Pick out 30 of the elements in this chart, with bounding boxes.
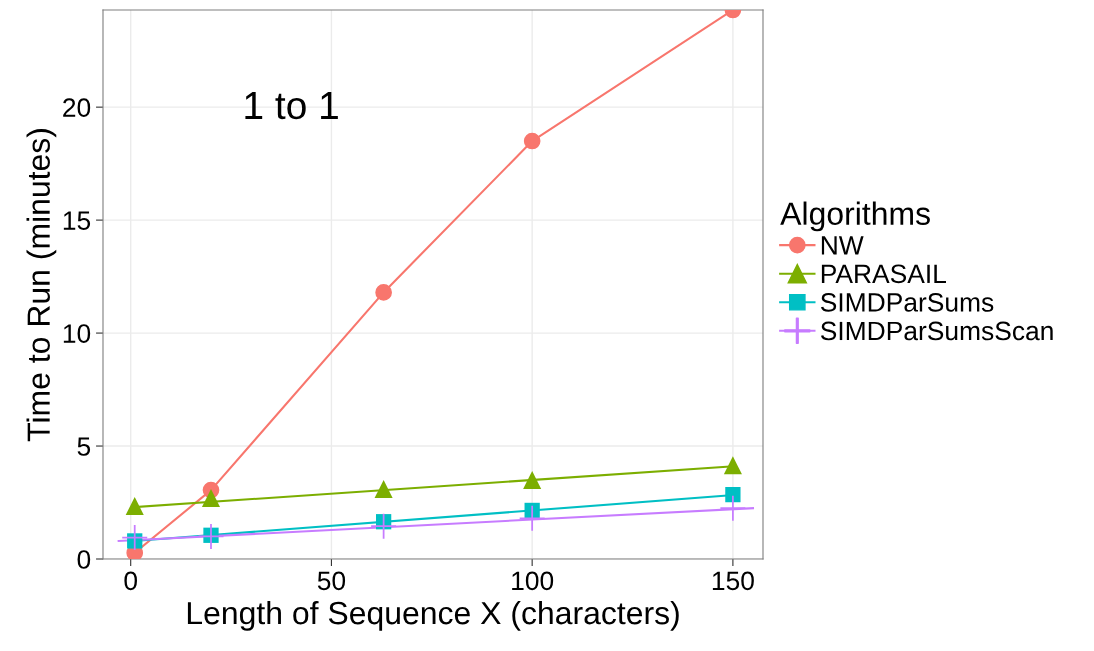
point [523, 470, 542, 489]
y-tick-label: 15 [63, 211, 91, 230]
y-tick-label: 20 [63, 98, 91, 117]
point [198, 523, 224, 549]
x-axis-title: Length of Sequence X (characters) [187, 600, 679, 631]
x-tick-label: 100 [512, 571, 554, 591]
y-tick-label: 10 [63, 324, 91, 343]
legend-title: Algorithms [780, 201, 930, 232]
point [374, 479, 393, 498]
annotation: 1 to 1 [245, 92, 338, 120]
legend-label: SIMDParSums [820, 293, 994, 312]
y-tick-label: 5 [77, 437, 91, 456]
point [519, 505, 545, 531]
legend-label: SIMDParSumsScan [820, 321, 1053, 341]
point [125, 496, 144, 515]
point [725, 486, 741, 503]
x-tick-label: 150 [712, 571, 754, 591]
point [523, 132, 541, 150]
point [375, 284, 392, 301]
point [122, 525, 148, 551]
legend-label: PARASAIL [821, 264, 946, 284]
legend-label: NW [821, 236, 864, 255]
point [723, 456, 742, 475]
x-tick-label: 0 [124, 571, 138, 591]
y-tick-label: 0 [77, 550, 91, 569]
y-axis-title: Time to Run (minutes) [26, 129, 57, 442]
point [720, 495, 746, 521]
point [201, 488, 221, 508]
point [371, 513, 397, 539]
x-tick-label: 50 [317, 571, 346, 591]
